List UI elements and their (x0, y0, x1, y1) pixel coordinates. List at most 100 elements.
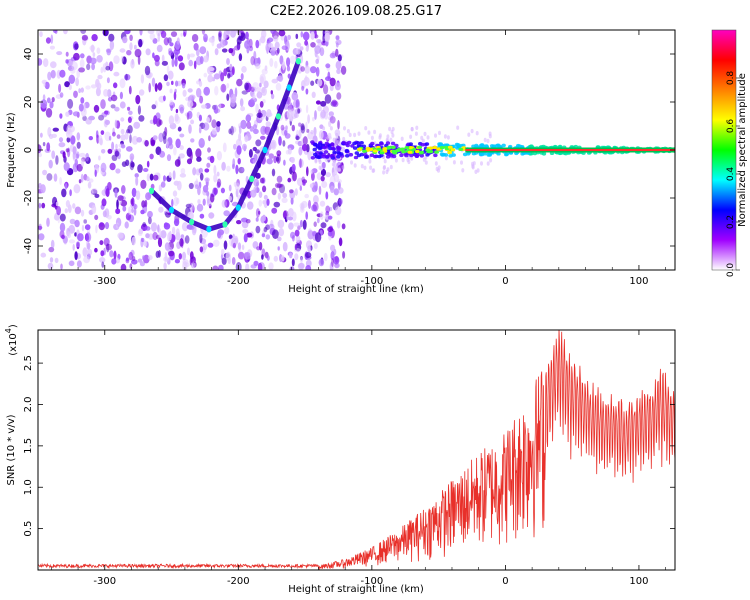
noise-speck (309, 183, 314, 188)
noise-speck (295, 33, 299, 40)
noise-speck (230, 93, 237, 104)
noise-speck (312, 117, 315, 122)
noise-speck (83, 102, 86, 113)
noise-speck (120, 199, 128, 207)
noise-speck (178, 253, 182, 260)
noise-speck (98, 134, 103, 145)
noise-speck (263, 194, 268, 200)
spectrogram-x-ticks: -300 -200 -100 0 100 (51, 30, 666, 287)
noise-speck (38, 202, 42, 209)
noise-speck (378, 133, 382, 138)
noise-speck (102, 30, 109, 37)
noise-speck (456, 125, 460, 130)
noise-speck (94, 247, 98, 253)
noise-speck (238, 133, 242, 142)
tone-blob (364, 155, 369, 159)
noise-speck (88, 136, 94, 141)
noise-speck (158, 206, 164, 213)
noise-speck (319, 211, 324, 221)
noise-speck (286, 109, 293, 120)
noise-speck (337, 54, 342, 62)
noise-speck (49, 45, 56, 50)
noise-speck (90, 84, 97, 89)
noise-speck (319, 200, 326, 207)
noise-speck (245, 31, 249, 40)
noise-speck (63, 30, 68, 35)
noise-speck (483, 137, 487, 143)
noise-speck (211, 38, 215, 47)
noise-speck (108, 33, 115, 42)
noise-speck (293, 222, 300, 227)
noise-speck (237, 158, 241, 165)
trace-point (286, 84, 292, 91)
y-tick-label: 1.0 (23, 479, 34, 495)
tone-blob (479, 152, 485, 157)
noise-speck (40, 184, 46, 194)
noise-speck (174, 113, 179, 122)
noise-speck (208, 37, 215, 43)
noise-speck (188, 124, 192, 134)
snr-panel: -300 -200 -100 0 100 0.5 1.0 1.5 2.0 2.5 Height … (4, 324, 676, 595)
noise-speck (131, 135, 139, 145)
noise-speck (239, 98, 244, 107)
noise-speck (260, 76, 264, 84)
noise-speck (294, 253, 299, 261)
noise-speck (166, 140, 169, 149)
noise-speck (314, 30, 317, 39)
noise-speck (241, 167, 245, 172)
noise-speck (301, 200, 308, 209)
noise-speck (173, 91, 177, 101)
noise-speck (386, 134, 390, 139)
noise-speck (434, 161, 438, 166)
noise-speck (262, 185, 267, 193)
tone-blob (352, 141, 357, 146)
noise-speck (171, 80, 174, 85)
noise-speck (67, 231, 72, 239)
noise-speck (360, 164, 364, 169)
noise-speck (282, 241, 288, 252)
noise-speck (250, 264, 257, 269)
noise-speck (192, 167, 197, 176)
noise-speck (203, 86, 210, 96)
noise-speck (238, 53, 243, 62)
noise-speck (282, 192, 288, 199)
noise-speck (305, 88, 309, 95)
noise-speck (328, 111, 334, 117)
noise-speck (213, 239, 220, 247)
noise-speck (228, 184, 232, 192)
noise-speck (144, 226, 151, 231)
tone-blob (481, 144, 486, 148)
noise-speck (180, 168, 186, 175)
noise-speck (278, 30, 286, 37)
snr-multiplier-base: (x10 (8, 333, 19, 356)
noise-speck (121, 161, 127, 168)
noise-speck (198, 114, 202, 122)
snr-multiplier-close: ) (8, 324, 19, 328)
noise-speck (276, 150, 282, 157)
noise-speck (179, 145, 184, 151)
noise-speck (48, 246, 55, 253)
noise-speck (38, 144, 42, 154)
noise-speck (325, 76, 332, 82)
noise-speck (179, 133, 185, 138)
tone-blob (348, 152, 354, 157)
tone-blob (448, 154, 453, 158)
noise-speck (207, 74, 213, 83)
noise-speck (149, 173, 154, 181)
noise-speck (232, 158, 236, 168)
noise-speck (163, 74, 169, 82)
noise-speck (255, 103, 259, 114)
noise-speck (414, 131, 418, 136)
noise-speck (59, 113, 63, 119)
noise-speck (313, 195, 319, 204)
noise-speck (234, 87, 238, 98)
noise-speck (295, 98, 300, 109)
noise-speck (67, 98, 74, 109)
noise-speck (40, 99, 48, 109)
x-tick-label: -100 (361, 276, 384, 287)
noise-speck (140, 209, 145, 215)
noise-speck (199, 172, 204, 181)
noise-speck (109, 40, 115, 50)
noise-speck (289, 189, 294, 194)
noise-speck (250, 97, 258, 103)
